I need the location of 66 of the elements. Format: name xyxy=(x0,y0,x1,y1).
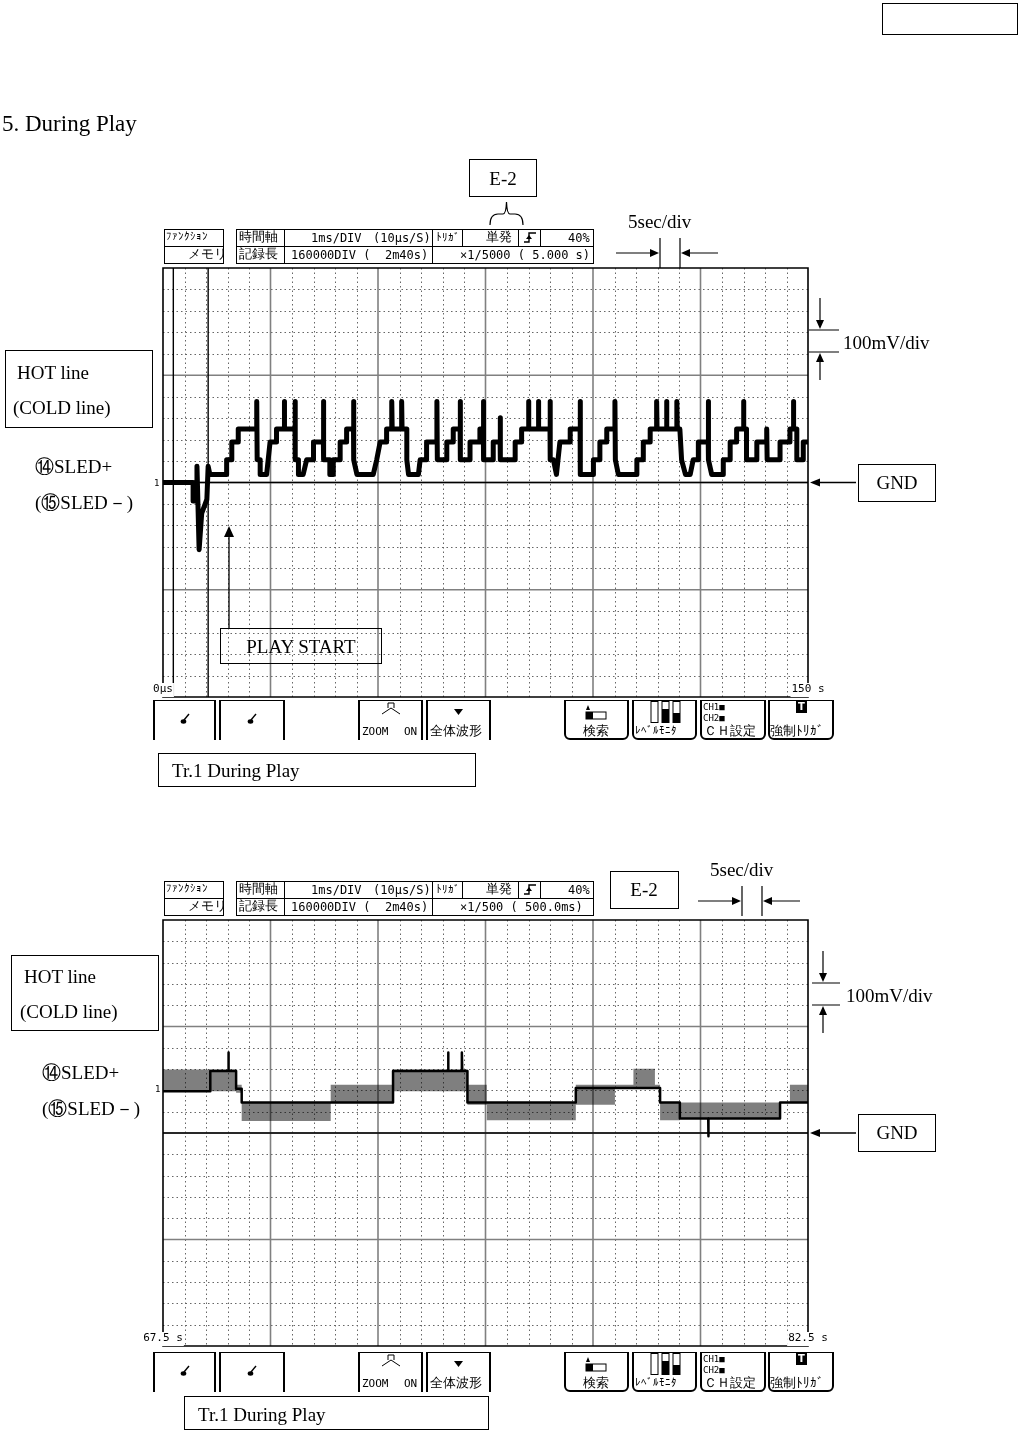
text: ZOOM xyxy=(362,1377,389,1391)
text: 160000DIV ( 2m40s) xyxy=(291,248,429,263)
text: Tr.1 During Play xyxy=(172,760,300,782)
text: Tr.1 During Play xyxy=(198,1404,326,1426)
text: 100mV/div xyxy=(843,332,930,354)
text: 単発 xyxy=(486,881,512,897)
text: PLAY START xyxy=(246,636,356,658)
text: 検索 xyxy=(583,723,609,739)
text: 5sec/div xyxy=(710,859,774,881)
text: HOT line xyxy=(17,362,89,384)
text: (COLD line) xyxy=(20,1001,118,1023)
text: ﾄﾘｶﾞ xyxy=(436,883,460,897)
text: ﾌｧﾝｸｼｮﾝ xyxy=(166,882,208,896)
text: ⑭SLED+ xyxy=(42,1062,120,1084)
text: E-2 xyxy=(489,168,517,190)
text: (10μs/S) xyxy=(373,231,431,246)
text: ﾚﾍﾞﾙﾓﾆﾀ xyxy=(635,1376,677,1390)
text: ⑭SLED+ xyxy=(35,456,113,478)
text: 1ms/DIV xyxy=(311,231,362,246)
text: 全体波形 xyxy=(430,1375,482,1391)
text: (10μs/S) xyxy=(373,883,431,898)
x-tick-label: 82.5 s xyxy=(788,1331,828,1345)
text: 検索 xyxy=(583,1375,609,1391)
text: ×1/5000 ( 5.000 s) xyxy=(460,248,591,263)
ref-line-label: GND xyxy=(876,471,918,494)
text: CH1■ xyxy=(703,1354,725,1365)
text: 160000DIV ( 2m40s) xyxy=(291,900,429,915)
text: (COLD line) xyxy=(13,397,111,419)
ref-line-label: GND xyxy=(876,1122,918,1144)
text: (⑮SLED－) xyxy=(35,492,134,514)
text: 強制ﾄﾘｶﾞ xyxy=(770,723,824,739)
text: ﾌｧﾝｸｼｮﾝ xyxy=(166,230,208,244)
text: (⑮SLED－) xyxy=(42,1098,141,1120)
text: 単発 xyxy=(486,229,512,245)
text: HOT line xyxy=(24,966,96,988)
text: ﾚﾍﾞﾙﾓﾆﾀ xyxy=(635,724,677,738)
text: 1ms/DIV xyxy=(311,883,362,898)
text: 40% xyxy=(568,883,590,898)
text: 時間軸 xyxy=(239,881,278,897)
text: ＣＨ設定 xyxy=(704,723,756,739)
text: E-2 xyxy=(630,879,658,901)
text: T xyxy=(796,1353,807,1365)
text: CH2■ xyxy=(703,713,725,724)
text: 記録長 xyxy=(239,898,278,914)
text: ×1/500 ( 500.0ms) xyxy=(460,900,583,915)
chart-title: 5. During Play xyxy=(2,111,137,138)
x-tick-label: 67.5 s xyxy=(143,1331,183,1345)
text: 記録長 xyxy=(239,246,278,262)
text: 時間軸 xyxy=(239,229,278,245)
text: 1 xyxy=(155,1084,161,1095)
text: 5sec/div xyxy=(628,211,692,233)
text: ON xyxy=(404,1377,418,1391)
text: ON xyxy=(404,725,418,739)
text: CH2■ xyxy=(703,1365,725,1376)
x-tick-label: 150 s xyxy=(791,682,825,696)
text: ＣＨ設定 xyxy=(704,1375,756,1391)
text: ﾄﾘｶﾞ xyxy=(436,231,460,245)
text: 全体波形 xyxy=(430,723,482,739)
text: 1 xyxy=(154,478,160,489)
text: 強制ﾄﾘｶﾞ xyxy=(770,1375,824,1391)
text: 40% xyxy=(568,231,590,246)
text: 100mV/div xyxy=(846,985,933,1007)
text: ZOOM xyxy=(362,725,389,739)
text: CH1■ xyxy=(703,702,725,713)
text: T xyxy=(796,701,807,713)
x-tick-label: 0μs xyxy=(153,682,173,696)
